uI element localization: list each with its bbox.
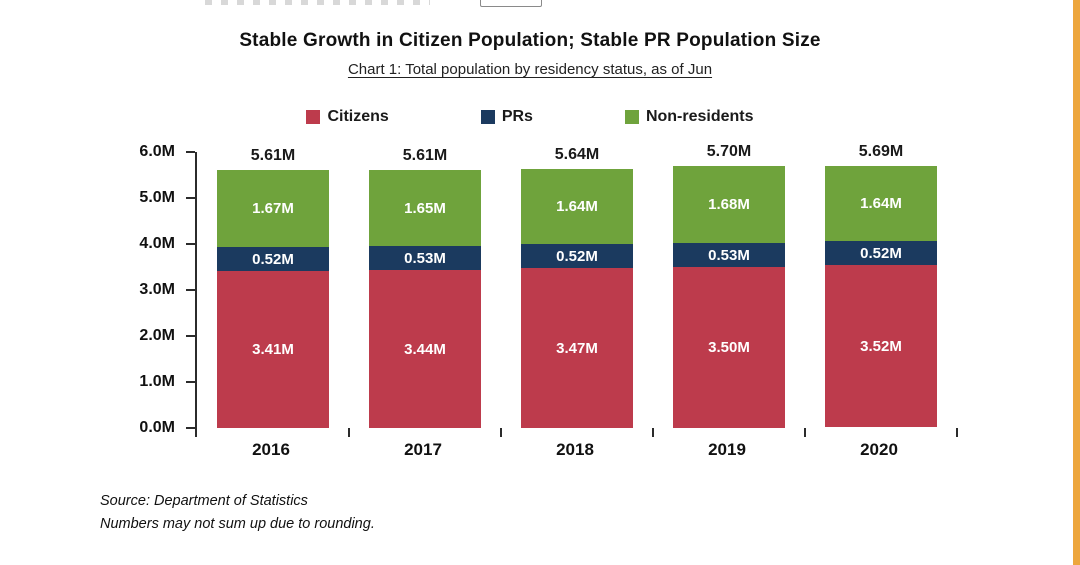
plot-area: 1.67M 0.52M 3.41M 5.61M 1.65M 0.53M 3.44M 5.61M… (195, 143, 958, 437)
bar-segment-prs: 0.52M (825, 241, 937, 265)
segment-value-label: 3.52M (860, 337, 902, 355)
bar-2019: 1.68M 0.53M 3.50M (673, 166, 785, 428)
total-label: 5.61M (250, 147, 296, 164)
bar-cell-2016: 1.67M 0.52M 3.41M 5.61M (197, 147, 349, 428)
chart-legend: Citizens PRs Non-residents (0, 108, 1060, 126)
bar-segment-non-residents: 1.67M (217, 170, 329, 247)
x-label-2020: 2020 (860, 440, 898, 459)
y-tick-label: 3.0M (139, 281, 175, 298)
y-tick-label: 1.0M (139, 373, 175, 390)
x-label-2019: 2019 (708, 440, 746, 459)
bar-segment-citizens: 3.41M (217, 271, 329, 428)
total-label: 5.64M (554, 146, 600, 163)
x-axis-tick (500, 428, 502, 437)
total-label: 5.70M (706, 143, 752, 160)
y-tick-mark (186, 335, 195, 337)
x-label-2017: 2017 (404, 440, 442, 459)
x-axis-tick (652, 428, 654, 437)
segment-value-label: 3.41M (252, 341, 294, 358)
bar-2017: 1.65M 0.53M 3.44M (369, 170, 481, 428)
legend-label: Citizens (327, 108, 389, 125)
x-axis-labels: 2016 2017 2018 2019 2020 (195, 440, 955, 464)
bar-2020: 1.64M 0.52M 3.52M (825, 166, 937, 428)
x-axis-tick (804, 428, 806, 437)
bar-segment-prs: 0.53M (673, 243, 785, 267)
legend-swatch-icon (306, 110, 321, 124)
chart-subtitle: Chart 1: Total population by residency s… (347, 61, 713, 78)
x-label-2016: 2016 (252, 440, 290, 459)
legend-swatch-icon (480, 110, 495, 124)
total-label: 5.69M (858, 143, 904, 160)
right-accent-strip (1073, 0, 1080, 565)
total-label: 5.61M (402, 147, 448, 164)
segment-value-label: 0.52M (556, 247, 598, 265)
legend-item-prs: PRs (480, 108, 533, 126)
y-tick-mark (186, 289, 195, 291)
y-tick-mark (186, 197, 195, 199)
y-tick-mark (186, 151, 195, 153)
y-tick-label: 4.0M (139, 235, 175, 252)
rounding-note: Numbers may not sum up due to rounding. (100, 516, 375, 532)
segment-value-label: 1.64M (556, 198, 598, 215)
segment-value-label: 1.65M (404, 199, 446, 217)
bar-segment-non-residents: 1.64M (825, 166, 937, 241)
bar-cell-2017: 1.65M 0.53M 3.44M 5.61M (349, 147, 501, 428)
bar-segment-citizens: 3.52M (825, 265, 937, 427)
bar-2018: 1.64M 0.52M 3.47M (521, 169, 633, 428)
segment-value-label: 3.47M (556, 339, 598, 357)
y-tick-mark (186, 427, 195, 429)
bar-cell-2020: 1.64M 0.52M 3.52M 5.69M (805, 143, 957, 428)
chart-title: Stable Growth in Citizen Population; Sta… (239, 30, 821, 51)
segment-value-label: 3.44M (404, 340, 446, 358)
x-axis-tick (956, 428, 958, 437)
bar-segment-citizens: 3.47M (521, 268, 633, 428)
x-label-2018: 2018 (556, 440, 594, 459)
source-notes: Source: Department of Statistics Numbers… (100, 490, 375, 536)
source-line: Source: Department of Statistics (100, 493, 308, 509)
legend-item-non-residents: Non-residents (624, 108, 754, 126)
bar-segment-non-residents: 1.68M (673, 166, 785, 243)
bar-2016: 1.67M 0.52M 3.41M (217, 170, 329, 428)
bar-segment-non-residents: 1.65M (369, 170, 481, 246)
segment-value-label: 3.50M (708, 339, 750, 356)
bar-segment-citizens: 3.50M (673, 267, 785, 428)
segment-value-label: 0.52M (252, 250, 294, 268)
segment-value-label: 0.53M (404, 249, 446, 267)
segment-value-label: 1.67M (252, 200, 294, 217)
segment-value-label: 1.64M (860, 195, 902, 212)
segment-value-label: 0.52M (860, 244, 902, 262)
legend-label: Non-residents (645, 108, 754, 125)
y-axis: 0.0M 1.0M 2.0M 3.0M 4.0M 5.0M 6.0M (0, 143, 195, 436)
legend-item-citizens: Citizens (306, 108, 389, 126)
y-tick-label: 5.0M (139, 189, 175, 206)
segment-value-label: 1.68M (708, 196, 750, 213)
bar-segment-prs: 0.53M (369, 246, 481, 270)
segment-value-label: 0.53M (708, 246, 750, 264)
legend-swatch-icon (624, 110, 639, 124)
y-tick-mark (186, 243, 195, 245)
legend-label: PRs (501, 108, 533, 125)
x-axis-tick (348, 428, 350, 437)
bar-segment-prs: 0.52M (217, 247, 329, 271)
cropped-text-fragment (205, 0, 430, 5)
x-axis-tick (195, 428, 197, 437)
y-tick-label: 0.0M (139, 419, 175, 436)
bar-cell-2019: 1.68M 0.53M 3.50M 5.70M (653, 143, 805, 428)
bar-cell-2018: 1.64M 0.52M 3.47M 5.64M (501, 146, 653, 428)
bar-segment-citizens: 3.44M (369, 270, 481, 428)
bar-segment-prs: 0.52M (521, 244, 633, 268)
y-tick-label: 6.0M (139, 143, 175, 160)
y-tick-label: 2.0M (139, 327, 175, 344)
bar-segment-non-residents: 1.64M (521, 169, 633, 244)
y-tick-mark (186, 381, 195, 383)
cropped-box-fragment (480, 0, 542, 7)
